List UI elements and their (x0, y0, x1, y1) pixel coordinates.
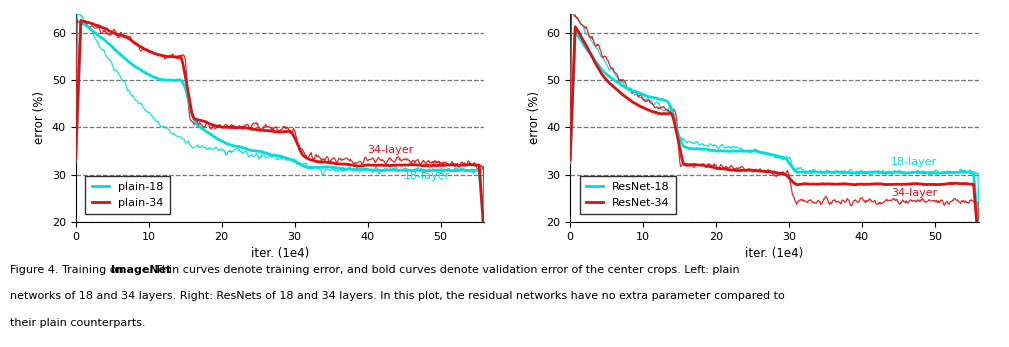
Text: ImageNet: ImageNet (111, 265, 172, 276)
Text: 18-layer: 18-layer (891, 157, 937, 167)
Legend: plain-18, plain-34: plain-18, plain-34 (86, 176, 170, 214)
Y-axis label: error (%): error (%) (33, 92, 46, 144)
Y-axis label: error (%): error (%) (528, 92, 541, 144)
Legend: ResNet-18, ResNet-34: ResNet-18, ResNet-34 (580, 176, 676, 214)
Text: networks of 18 and 34 layers. Right: ResNets of 18 and 34 layers. In this plot, : networks of 18 and 34 layers. Right: Res… (10, 291, 785, 302)
Text: 34-layer: 34-layer (891, 188, 937, 198)
Text: Figure 4. Training on: Figure 4. Training on (10, 265, 127, 276)
X-axis label: iter. (1e4): iter. (1e4) (251, 247, 309, 260)
X-axis label: iter. (1e4): iter. (1e4) (746, 247, 803, 260)
Text: 34-layer: 34-layer (367, 145, 414, 155)
Text: . Thin curves denote training error, and bold curves denote validation error of : . Thin curves denote training error, and… (148, 265, 740, 276)
Text: 18-layer: 18-layer (404, 171, 450, 181)
Text: their plain counterparts.: their plain counterparts. (10, 318, 145, 328)
Text: Figure 4. Training on ImageNet: Figure 4. Training on ImageNet (10, 265, 182, 276)
